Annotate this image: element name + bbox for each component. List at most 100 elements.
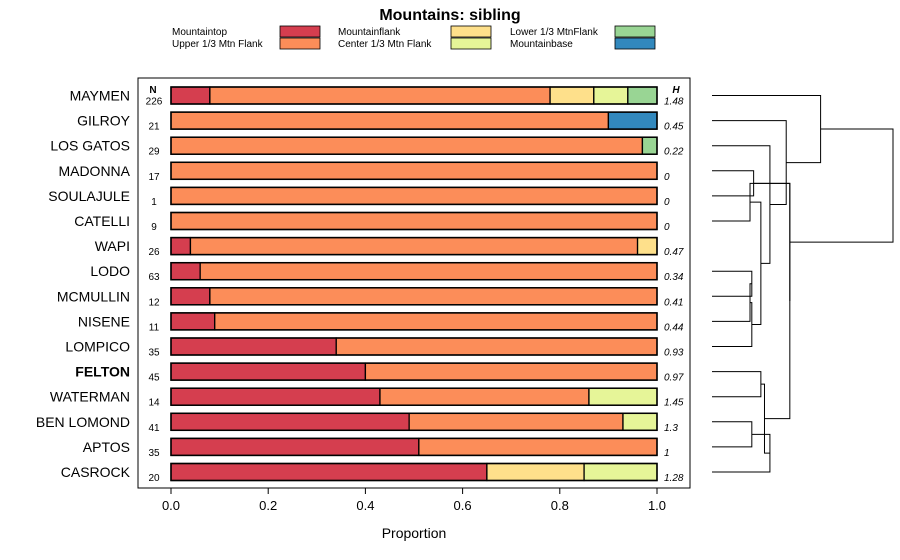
legend-swatch (279, 37, 321, 50)
h-value: 0.44 (664, 322, 684, 333)
x-tick-label: 0.2 (259, 498, 277, 513)
category-label: CASROCK (61, 464, 131, 480)
bar-outline (170, 287, 658, 306)
bar-outline (170, 161, 658, 181)
dendrogram-link (712, 302, 753, 347)
h-value: 0 (664, 172, 670, 183)
bar-outline (170, 186, 658, 206)
h-value: 0 (664, 222, 670, 233)
dendrogram-link (712, 170, 755, 197)
x-tick-label: 0.4 (356, 498, 374, 513)
category-label: LOS GATOS (50, 138, 130, 154)
category-label: WATERMAN (50, 389, 130, 405)
n-value: 26 (148, 247, 160, 258)
bar-segment (170, 362, 367, 381)
dendrogram-link (712, 371, 762, 398)
category-label: SOULAJULE (48, 188, 130, 204)
chart-title: Mountains: sibling (379, 7, 520, 24)
n-value: 226 (146, 97, 163, 108)
n-value: 35 (148, 348, 160, 359)
category-label: APTOS (83, 439, 130, 455)
n-value: 41 (148, 423, 160, 434)
bar-outline (170, 312, 658, 331)
h-value: 0.97 (664, 373, 684, 384)
h-value: 0 (664, 197, 670, 208)
bar-outline (170, 362, 658, 381)
bar-outline (170, 236, 658, 256)
dendrogram-link (712, 421, 753, 448)
legend-swatch (279, 25, 321, 38)
bar-segment (636, 236, 658, 256)
bar-segment (170, 161, 658, 180)
legend-label: Lower 1/3 MtnFlank (510, 27, 599, 38)
dendrogram-link (753, 182, 791, 302)
x-tick-label: 0.8 (551, 498, 569, 513)
bar-segment (486, 462, 585, 482)
category-label: FELTON (75, 364, 130, 380)
dendrogram-link (712, 120, 787, 206)
bar-segment (170, 136, 644, 155)
n-value: 20 (148, 473, 160, 484)
bar-segment (170, 287, 211, 306)
dendrogram-link (712, 270, 753, 297)
legend-label: Center 1/3 Mtn Flank (338, 39, 432, 50)
bar-outline (170, 111, 658, 130)
bar-segment (214, 312, 658, 331)
dendrogram (712, 95, 894, 473)
x-tick-label: 1.0 (648, 498, 666, 513)
h-value: 0.34 (664, 272, 684, 283)
n-value: 11 (149, 322, 160, 333)
x-tick-label: 0.6 (454, 498, 472, 513)
n-value: 45 (148, 373, 160, 384)
h-value: 0.41 (664, 297, 683, 308)
legend-label: Mountainflank (338, 27, 401, 38)
bar-outline (170, 437, 658, 457)
category-label: NISENE (78, 313, 130, 329)
category-label: CATELLI (74, 213, 130, 229)
bar-segment (170, 186, 658, 206)
h-header: H (672, 85, 680, 96)
dendrogram-link (712, 95, 822, 164)
n-value: 35 (148, 448, 160, 459)
h-value: 1.48 (664, 97, 684, 108)
bar-outline (170, 136, 658, 155)
x-axis: 0.0 0.2 0.4 0.6 0.8 1.0 (162, 488, 666, 513)
bar-segment (583, 462, 658, 482)
category-label: WAPI (95, 238, 130, 254)
n-value: 21 (148, 122, 160, 133)
category-label: LOMPICO (65, 339, 130, 355)
bar-segment (641, 136, 658, 155)
n-header: N (149, 85, 156, 96)
n-value: 17 (148, 172, 160, 183)
category-label: GILROY (77, 113, 131, 129)
bar-outline (170, 337, 658, 356)
legend-label: Upper 1/3 Mtn Flank (172, 39, 264, 50)
h-value: 0.45 (664, 122, 684, 133)
x-axis-label: Proportion (382, 525, 447, 541)
bar-segment (379, 387, 590, 406)
bar-outline (170, 261, 658, 281)
bar-outline (170, 462, 658, 482)
h-value: 0.47 (664, 247, 684, 258)
bar-segment (170, 86, 211, 105)
bar-segment (170, 111, 610, 130)
bar-segment (418, 437, 658, 457)
category-label: BEN LOMOND (36, 414, 130, 430)
bar-outline (170, 211, 658, 231)
bar-segment (170, 462, 488, 482)
bar-outline (170, 86, 658, 105)
n-value: 29 (148, 147, 160, 158)
bar-segment (622, 412, 658, 431)
h-value: 1.45 (664, 398, 684, 409)
x-tick-label: 0.0 (162, 498, 180, 513)
legend-swatch (614, 37, 656, 50)
bar-segment (335, 337, 658, 356)
n-value: 63 (148, 272, 160, 283)
row-labels: MAYMEN 226 1.48 GILROY 21 0.45 LOS GATOS 29 0.22… (36, 88, 684, 485)
n-value: 9 (151, 222, 157, 233)
dendrogram-link (712, 433, 771, 473)
bar-segment (189, 236, 639, 256)
bar-segment (593, 86, 629, 105)
bar-segment (170, 312, 216, 331)
